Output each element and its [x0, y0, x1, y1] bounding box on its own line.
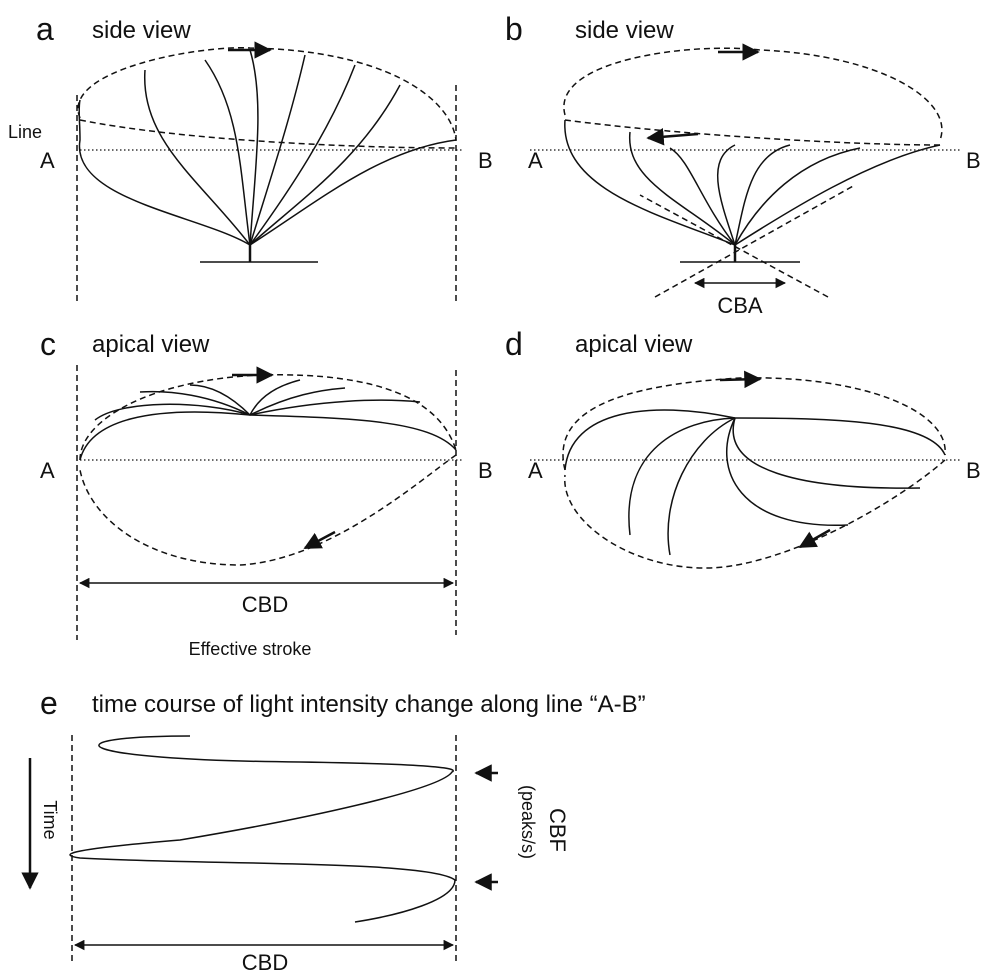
angle-label: CBA — [717, 293, 763, 318]
page: {"panels": [ {"letter": "a", "title": "s… — [0, 0, 987, 973]
point-b: B — [478, 458, 493, 483]
panel-title: apical view — [92, 331, 210, 358]
point-b: B — [478, 148, 493, 173]
panel-title: apical view — [575, 331, 693, 358]
panel-e: e time course of light intensity change … — [30, 685, 646, 973]
panel-letter: e — [40, 685, 58, 721]
point-b: B — [966, 148, 981, 173]
point-a: A — [528, 458, 543, 483]
panel-c: c apical view A B CBD Effective stroke — [40, 326, 493, 659]
width-label: CBD — [242, 950, 288, 973]
panel-letter: a — [36, 11, 54, 47]
caption: Effective stroke — [189, 639, 312, 659]
panel-title: time course of light intensity change al… — [92, 691, 646, 718]
time-label: Time — [40, 800, 60, 839]
panel-letter: d — [505, 326, 523, 362]
point-a: A — [40, 148, 55, 173]
frequency-unit: (peaks/s) — [518, 785, 538, 859]
panel-b: b side view A B CBA — [505, 11, 981, 318]
panel-title: side view — [575, 17, 674, 44]
line-label: Line — [8, 122, 42, 142]
panel-title: side view — [92, 17, 191, 44]
panel-letter: c — [40, 326, 56, 362]
point-a: A — [40, 458, 55, 483]
point-b: B — [966, 458, 981, 483]
panel-a: a side view Line A B — [8, 11, 493, 302]
panel-letter: b — [505, 11, 523, 47]
panel-d: d apical view A B — [505, 326, 981, 568]
point-a: A — [528, 148, 543, 173]
frequency-label: CBF — [545, 808, 570, 852]
diagram: a side view Line A B b side view A B — [0, 0, 987, 973]
width-label: CBD — [242, 592, 288, 617]
